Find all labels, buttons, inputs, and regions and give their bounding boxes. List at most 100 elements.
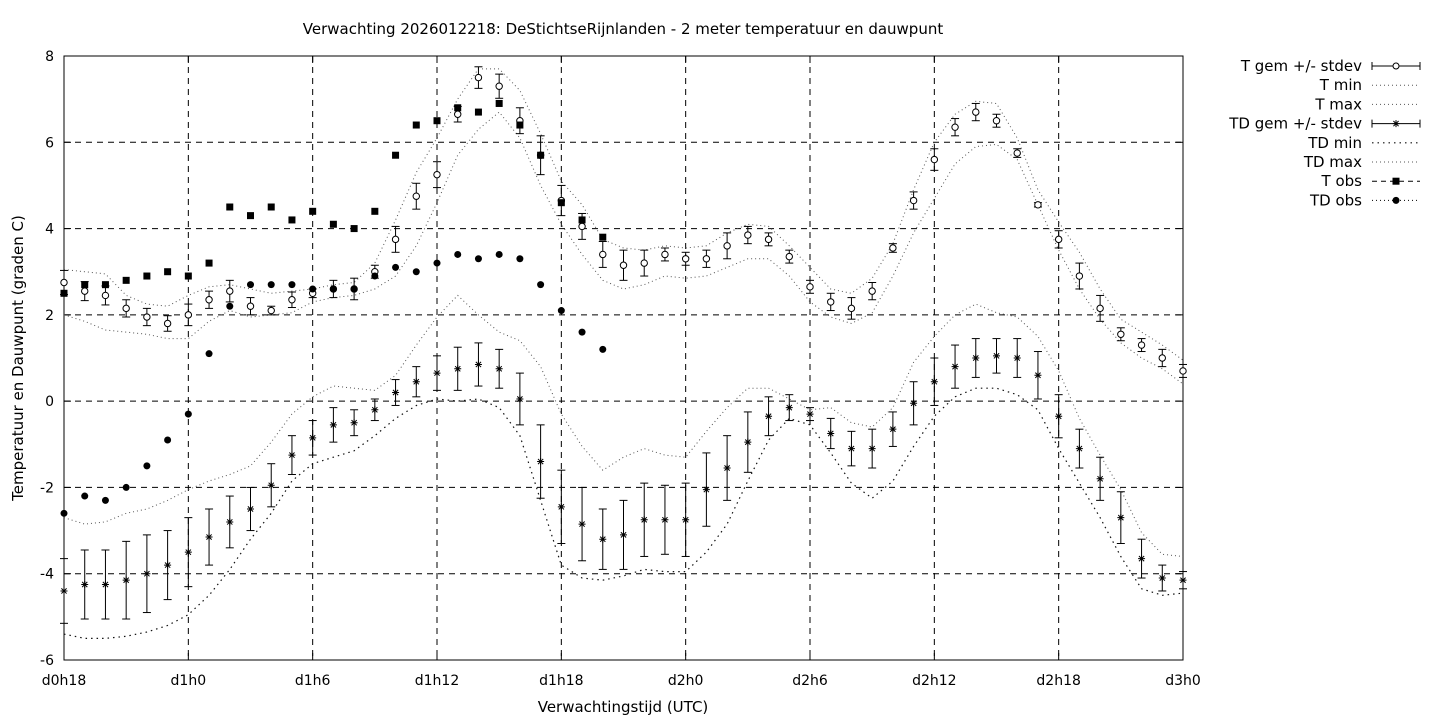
point-marker bbox=[1096, 475, 1104, 483]
data-point-t-gem-stdev bbox=[1137, 338, 1146, 353]
data-point-td-obs bbox=[247, 281, 254, 289]
data-point-td-gem-stdev bbox=[1179, 571, 1187, 590]
data-point-t-obs bbox=[392, 151, 400, 159]
data-point-td-obs bbox=[309, 285, 317, 293]
data-point-t-gem-stdev bbox=[474, 66, 483, 89]
data-point-t-obs bbox=[599, 233, 607, 241]
data-point-t-gem-stdev bbox=[640, 249, 649, 277]
data-point-td-gem-stdev bbox=[888, 411, 897, 447]
legend-item-t-min: T min bbox=[1319, 76, 1420, 94]
point-marker bbox=[599, 250, 607, 259]
point-marker bbox=[868, 445, 876, 453]
point-marker bbox=[205, 533, 213, 541]
data-point-td-gem-stdev bbox=[163, 530, 172, 601]
point-marker bbox=[992, 117, 1001, 125]
y-tick-label: 6 bbox=[45, 135, 54, 151]
data-point-td-gem-stdev bbox=[557, 469, 566, 545]
data-point-td-gem-stdev bbox=[785, 394, 794, 422]
y-tick-label: -4 bbox=[40, 567, 54, 583]
point-marker bbox=[930, 378, 938, 386]
point-marker bbox=[267, 481, 275, 489]
data-point-t-gem-stdev bbox=[391, 225, 400, 253]
y-tick-label: -6 bbox=[40, 653, 54, 669]
point-marker bbox=[60, 587, 68, 595]
point-marker bbox=[454, 365, 462, 373]
legend-item-t-obs: T obs bbox=[1321, 172, 1420, 190]
data-point-t-obs bbox=[184, 272, 192, 280]
data-point-td-gem-stdev bbox=[806, 407, 814, 422]
point-marker bbox=[1137, 341, 1146, 349]
data-point-t-gem-stdev bbox=[660, 247, 669, 262]
x-tick-label: d2h18 bbox=[1036, 673, 1080, 689]
y-tick-label: 2 bbox=[45, 308, 54, 324]
point-marker bbox=[909, 196, 918, 205]
legend-label: T max bbox=[1314, 95, 1362, 113]
data-point-td-obs bbox=[267, 281, 275, 289]
point-marker bbox=[433, 170, 441, 179]
data-point-t-obs bbox=[81, 281, 89, 289]
point-marker bbox=[827, 430, 835, 437]
data-point-t-obs bbox=[288, 216, 296, 224]
data-point-td-gem-stdev bbox=[101, 549, 110, 620]
data-point-td-obs bbox=[122, 483, 130, 491]
data-point-td-obs bbox=[495, 250, 503, 258]
point-marker bbox=[972, 108, 980, 116]
data-point-t-gem-stdev bbox=[619, 249, 628, 281]
data-point-td-gem-stdev bbox=[515, 372, 524, 426]
point-marker bbox=[474, 360, 482, 368]
data-point-t-obs bbox=[122, 276, 130, 284]
point-marker bbox=[454, 110, 462, 118]
point-marker bbox=[412, 378, 420, 386]
point-marker bbox=[661, 250, 669, 259]
legend-swatch-marker bbox=[1392, 177, 1400, 185]
point-marker bbox=[309, 434, 317, 442]
point-marker bbox=[1034, 371, 1042, 379]
legend-label: T gem +/- stdev bbox=[1240, 57, 1362, 75]
data-point-t-obs bbox=[433, 117, 441, 125]
data-point-t-gem-stdev bbox=[598, 241, 607, 268]
x-axis-label: Verwachtingstijd (UTC) bbox=[538, 698, 709, 716]
data-point-td-gem-stdev bbox=[1116, 491, 1125, 545]
data-point-td-gem-stdev bbox=[743, 411, 752, 473]
point-marker bbox=[329, 421, 337, 429]
data-point-t-gem-stdev bbox=[246, 297, 255, 316]
data-point-td-gem-stdev bbox=[184, 517, 193, 588]
data-point-td-obs bbox=[329, 285, 337, 293]
point-marker bbox=[847, 445, 855, 453]
point-marker bbox=[785, 252, 793, 261]
data-point-td-gem-stdev bbox=[1054, 394, 1063, 439]
point-marker bbox=[806, 410, 814, 418]
data-point-td-obs bbox=[288, 281, 296, 289]
legend-label: TD gem +/- stdev bbox=[1228, 115, 1362, 133]
data-point-t-gem-stdev bbox=[495, 73, 504, 99]
legend-label: T min bbox=[1319, 76, 1362, 94]
legend-swatch-marker bbox=[1392, 62, 1400, 70]
point-marker bbox=[474, 73, 483, 82]
y-axis-label: Temperatuur en Dauwpunt (graden C) bbox=[9, 215, 27, 502]
data-point-t-gem-stdev bbox=[930, 148, 939, 171]
y-tick-label: 4 bbox=[45, 222, 54, 238]
data-point-t-gem-stdev bbox=[1033, 201, 1042, 209]
point-marker bbox=[578, 222, 586, 231]
point-marker bbox=[81, 287, 89, 295]
point-marker bbox=[640, 259, 648, 267]
point-marker bbox=[60, 278, 68, 287]
legend-swatch-marker bbox=[1392, 196, 1400, 204]
legend-swatch-marker bbox=[1392, 120, 1400, 128]
point-marker bbox=[81, 581, 89, 588]
data-point-td-gem-stdev bbox=[619, 499, 628, 570]
point-marker bbox=[246, 302, 255, 310]
point-marker bbox=[1179, 576, 1187, 584]
point-marker bbox=[1013, 354, 1021, 362]
data-point-t-gem-stdev bbox=[826, 292, 835, 312]
point-marker bbox=[101, 581, 109, 588]
point-marker bbox=[516, 395, 524, 403]
point-marker bbox=[1075, 445, 1083, 453]
data-point-t-obs bbox=[143, 272, 151, 280]
point-marker bbox=[744, 231, 752, 239]
data-point-td-gem-stdev bbox=[1033, 351, 1042, 400]
point-marker bbox=[184, 311, 193, 319]
data-point-t-obs bbox=[578, 216, 586, 224]
data-point-td-obs bbox=[164, 436, 172, 444]
data-point-td-obs bbox=[557, 307, 565, 315]
